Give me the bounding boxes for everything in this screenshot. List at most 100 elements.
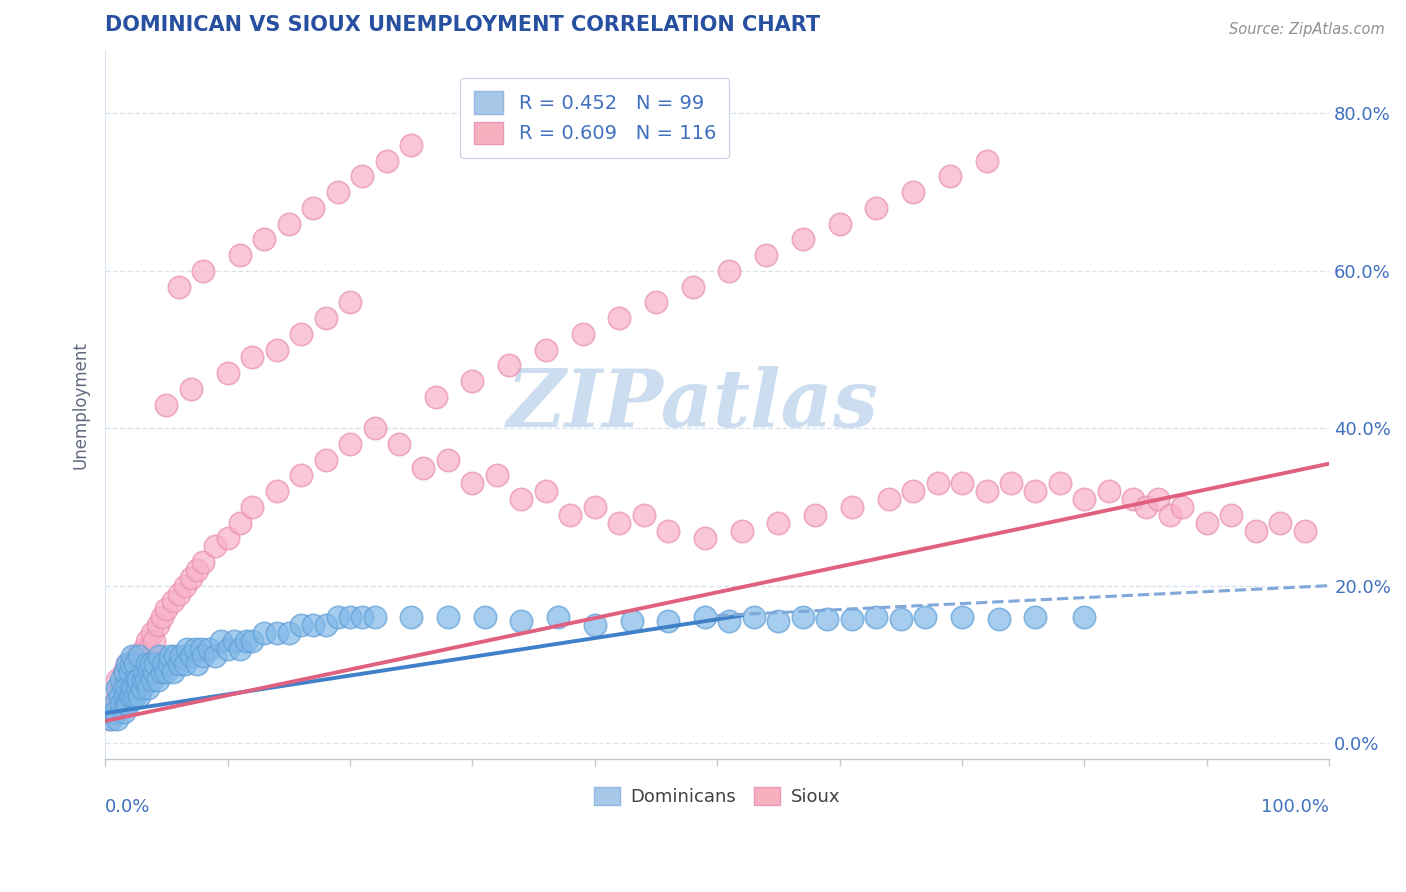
Point	[128, 689, 150, 703]
Point	[100, 713, 122, 727]
Point	[117, 697, 139, 711]
Point	[461, 374, 484, 388]
Y-axis label: Unemployment: Unemployment	[72, 341, 89, 468]
Point	[583, 618, 606, 632]
Point	[118, 689, 141, 703]
Point	[190, 641, 212, 656]
Point	[118, 665, 141, 680]
Point	[240, 500, 263, 514]
Point	[118, 681, 141, 695]
Point	[290, 618, 312, 632]
Point	[352, 610, 374, 624]
Point	[877, 491, 900, 506]
Point	[1073, 491, 1095, 506]
Point	[693, 610, 716, 624]
Point	[107, 673, 129, 687]
Point	[718, 614, 741, 628]
Point	[1073, 610, 1095, 624]
Point	[112, 705, 135, 719]
Point	[150, 610, 173, 624]
Point	[865, 201, 887, 215]
Point	[510, 491, 533, 506]
Point	[841, 612, 863, 626]
Point	[290, 468, 312, 483]
Text: DOMINICAN VS SIOUX UNEMPLOYMENT CORRELATION CHART: DOMINICAN VS SIOUX UNEMPLOYMENT CORRELAT…	[105, 15, 820, 35]
Point	[125, 673, 148, 687]
Point	[97, 713, 120, 727]
Point	[645, 295, 668, 310]
Point	[792, 232, 814, 246]
Point	[266, 484, 288, 499]
Text: Source: ZipAtlas.com: Source: ZipAtlas.com	[1229, 22, 1385, 37]
Point	[124, 689, 146, 703]
Point	[114, 681, 136, 695]
Point	[167, 586, 190, 600]
Point	[217, 532, 239, 546]
Point	[134, 665, 156, 680]
Point	[125, 681, 148, 695]
Point	[134, 641, 156, 656]
Point	[122, 681, 145, 695]
Point	[162, 665, 184, 680]
Point	[180, 649, 202, 664]
Point	[253, 232, 276, 246]
Point	[266, 343, 288, 357]
Point	[1195, 516, 1218, 530]
Point	[339, 610, 361, 624]
Point	[277, 625, 299, 640]
Point	[157, 657, 180, 672]
Point	[146, 618, 169, 632]
Point	[987, 612, 1010, 626]
Point	[114, 665, 136, 680]
Point	[155, 602, 177, 616]
Point	[186, 657, 208, 672]
Point	[141, 625, 163, 640]
Point	[235, 633, 257, 648]
Point	[731, 524, 754, 538]
Point	[112, 665, 135, 680]
Point	[121, 649, 143, 664]
Point	[135, 657, 157, 672]
Text: 0.0%: 0.0%	[105, 797, 150, 816]
Point	[682, 279, 704, 293]
Point	[121, 673, 143, 687]
Text: ZIPatlas: ZIPatlas	[506, 366, 879, 443]
Point	[302, 201, 325, 215]
Point	[141, 673, 163, 687]
Point	[1220, 508, 1243, 522]
Point	[183, 641, 205, 656]
Point	[143, 665, 166, 680]
Point	[110, 697, 132, 711]
Point	[180, 382, 202, 396]
Point	[143, 633, 166, 648]
Point	[132, 673, 155, 687]
Point	[117, 689, 139, 703]
Point	[217, 366, 239, 380]
Point	[315, 618, 337, 632]
Point	[138, 641, 160, 656]
Point	[901, 484, 924, 499]
Point	[841, 500, 863, 514]
Point	[107, 697, 129, 711]
Point	[122, 657, 145, 672]
Point	[173, 657, 195, 672]
Point	[901, 185, 924, 199]
Point	[399, 610, 422, 624]
Point	[339, 437, 361, 451]
Point	[167, 279, 190, 293]
Point	[583, 500, 606, 514]
Point	[437, 610, 460, 624]
Point	[180, 571, 202, 585]
Point	[914, 610, 936, 624]
Point	[388, 437, 411, 451]
Point	[163, 649, 186, 664]
Point	[1024, 484, 1046, 499]
Point	[107, 713, 129, 727]
Point	[326, 610, 349, 624]
Point	[128, 657, 150, 672]
Point	[657, 524, 679, 538]
Point	[191, 649, 214, 664]
Point	[1024, 610, 1046, 624]
Point	[950, 476, 973, 491]
Point	[125, 665, 148, 680]
